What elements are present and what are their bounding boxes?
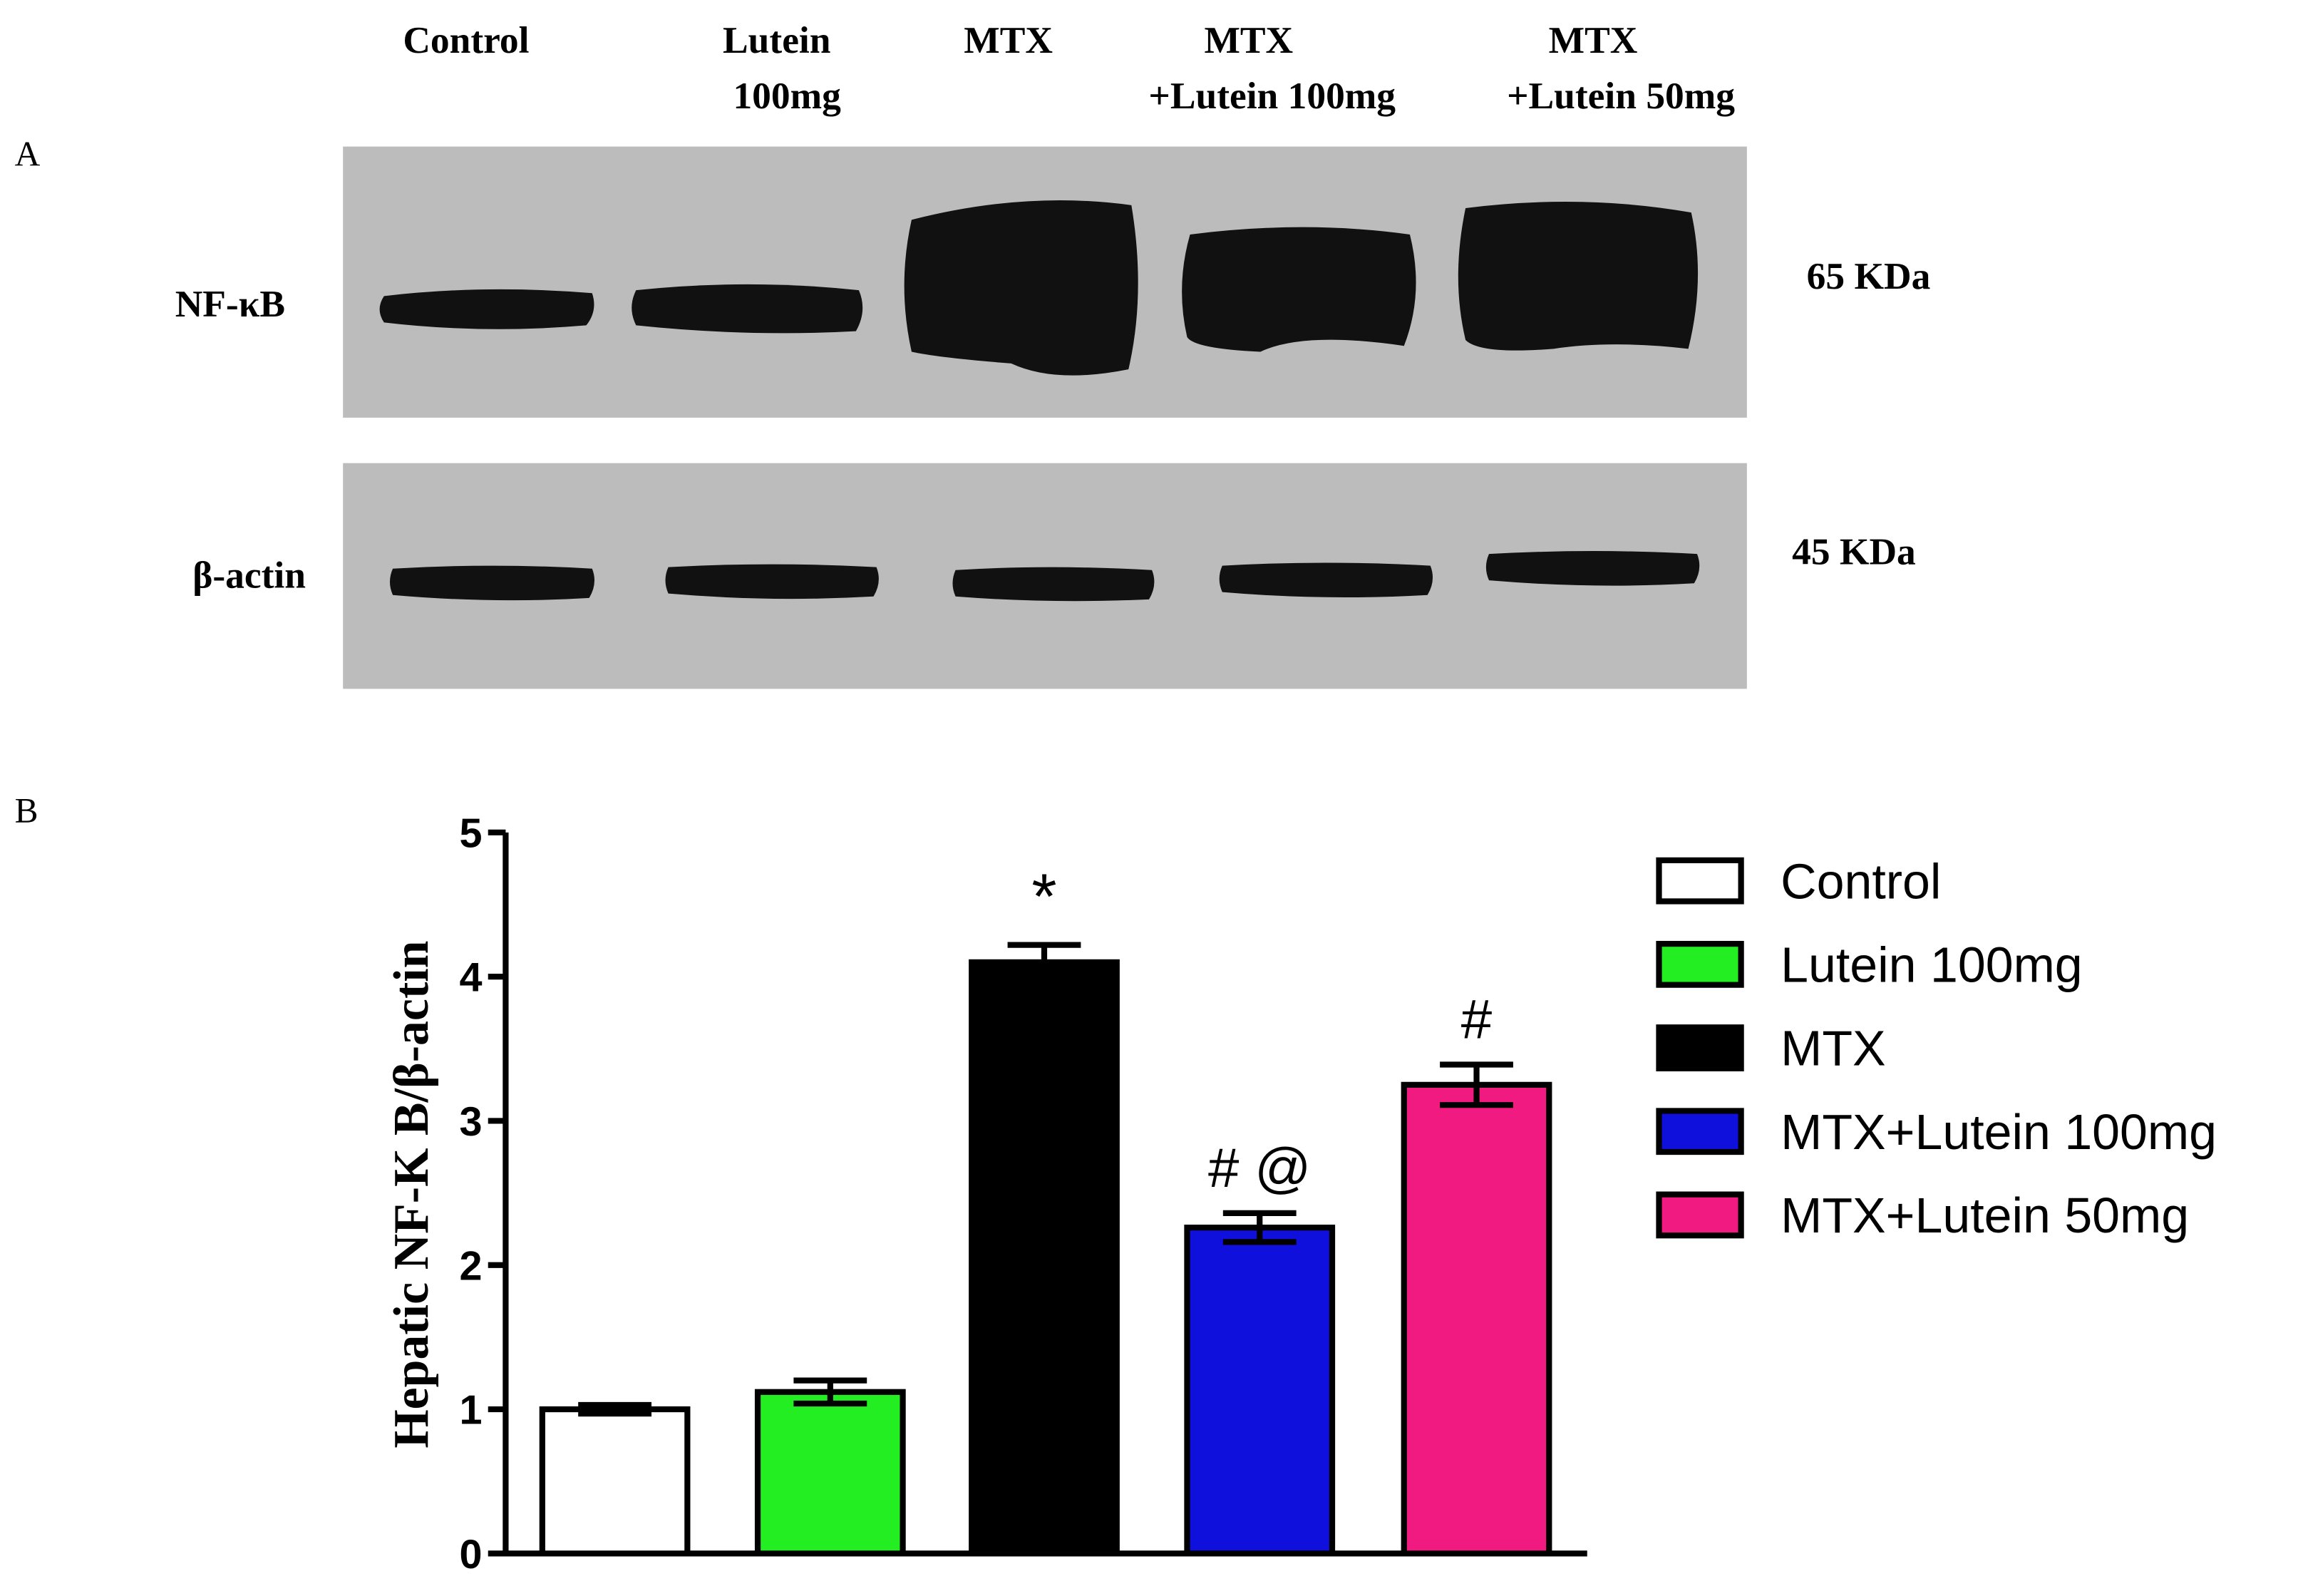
- y-tick-label: 4: [459, 955, 482, 1001]
- legend-label: Lutein 100mg: [1781, 937, 2083, 993]
- lane-label: MTX: [1204, 19, 1293, 61]
- lane-label: +Lutein 50mg: [1507, 74, 1735, 117]
- bar: [1184, 1225, 1336, 1557]
- bar: [969, 959, 1120, 1557]
- y-tick-label: 5: [459, 810, 482, 856]
- bar: [1401, 1081, 1552, 1557]
- y-tick-label: 0: [459, 1532, 482, 1577]
- band: [665, 564, 879, 599]
- legend-swatch: [1656, 940, 1744, 988]
- band: [1182, 227, 1416, 352]
- lane-label: 100mg: [733, 74, 841, 117]
- band: [389, 565, 595, 601]
- significance-label: # @: [1208, 1136, 1311, 1199]
- significance-label: #: [1461, 988, 1493, 1051]
- legend-label: MTX+Lutein 100mg: [1781, 1104, 2217, 1160]
- band: [1485, 551, 1700, 586]
- panel-label: B: [15, 791, 38, 830]
- band: [379, 289, 594, 329]
- band: [952, 567, 1155, 602]
- legend-label: MTX+Lutein 50mg: [1781, 1188, 2189, 1243]
- legend-swatch: [1656, 857, 1744, 905]
- band: [1219, 562, 1433, 598]
- y-tick-label: 1: [459, 1388, 482, 1433]
- legend-swatch: [1656, 1191, 1744, 1239]
- y-tick-label: 2: [459, 1243, 482, 1289]
- band: [904, 200, 1138, 376]
- y-tick-label: 3: [459, 1099, 482, 1145]
- error-bar: [578, 1401, 651, 1417]
- significance-label: *: [1031, 861, 1056, 933]
- error-bar: [1440, 1061, 1513, 1108]
- row-label: NF-κB: [175, 282, 285, 325]
- bar: [754, 1389, 906, 1557]
- lane-label: Control: [403, 19, 529, 61]
- error-bar: [1007, 942, 1081, 983]
- legend-label: MTX: [1781, 1021, 1886, 1076]
- error-bar: [793, 1377, 867, 1407]
- lane-label: MTX: [1549, 19, 1638, 61]
- band: [1458, 202, 1699, 351]
- blot-membrane: [343, 146, 1747, 689]
- lane-label: MTX: [964, 19, 1053, 61]
- error-bar: [1222, 1210, 1297, 1245]
- legend-label: Control: [1781, 853, 1941, 909]
- bands: [379, 200, 1700, 602]
- band-size: 65 KDa: [1807, 254, 1931, 297]
- panel-label: A: [15, 134, 41, 173]
- bar: [539, 1406, 691, 1557]
- row-label: β-actin: [192, 553, 306, 596]
- band-size: 45 KDa: [1792, 530, 1916, 573]
- legend-swatch: [1656, 1108, 1744, 1155]
- legend-swatch: [1656, 1024, 1744, 1071]
- band: [632, 284, 863, 334]
- lane-label: Lutein: [723, 19, 830, 61]
- lane-label: +Lutein 100mg: [1148, 74, 1396, 117]
- y-axis-label: Hepatic NF-K B/β-actin: [384, 940, 439, 1448]
